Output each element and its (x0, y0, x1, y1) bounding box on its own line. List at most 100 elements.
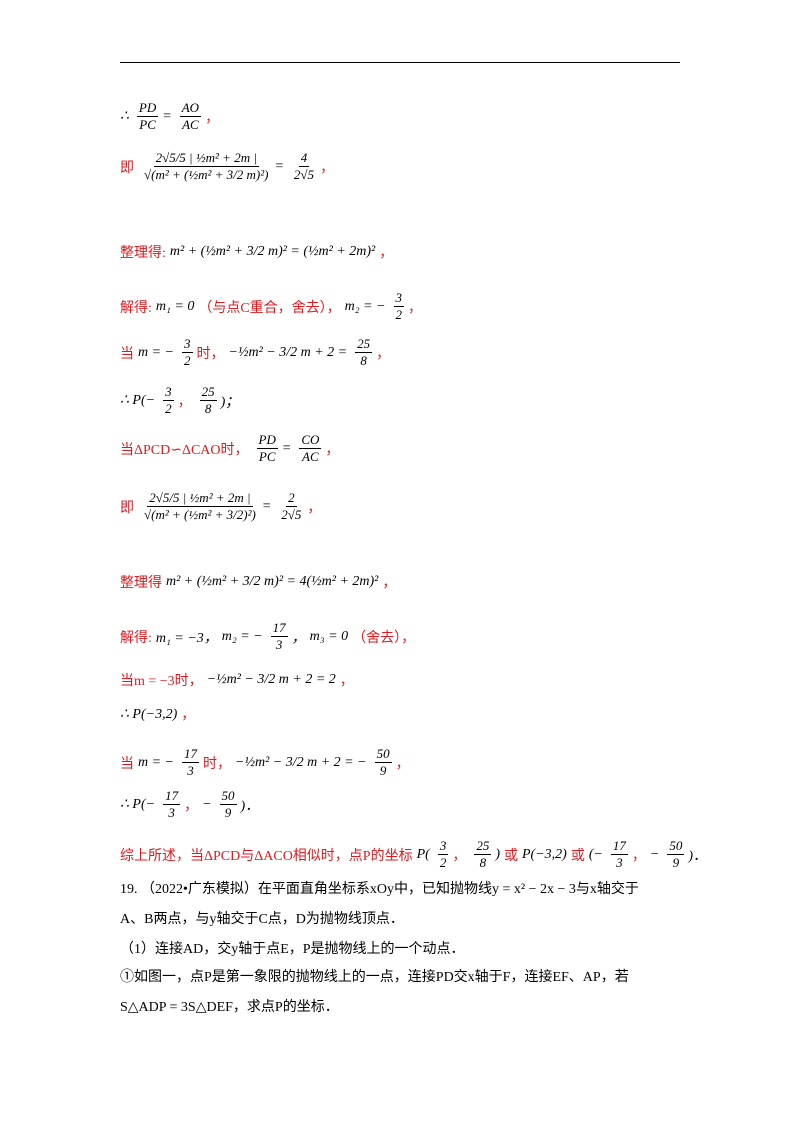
math-text: 19. （2022•广东模拟）在平面直角坐标系xOy中，已知抛物线y = x² … (120, 882, 639, 897)
annotation-text: ， (376, 346, 391, 362)
math-text: P( (416, 846, 430, 862)
numerator: 25 (199, 384, 217, 401)
fraction: 4 2√5 (292, 150, 316, 183)
denominator: 2 (184, 353, 191, 368)
math-text: ∴ (120, 109, 129, 124)
math-text: )． (688, 848, 708, 864)
math-text: m₁ = −3， (155, 630, 218, 646)
annotation-text: ， (205, 110, 220, 126)
numerator: 3 (163, 384, 174, 401)
denominator: √(m² + (½m² + 3/2)²) (144, 507, 256, 522)
denominator: 3 (168, 805, 175, 820)
annotation-text: 或 (570, 848, 585, 864)
math-text: S△ADP = 3S△DEF，求点P的坐标． (120, 1000, 339, 1015)
denominator: 8 (360, 353, 367, 368)
denominator: 8 (479, 855, 487, 870)
annotation-text: 解得: (120, 630, 152, 646)
numerator: 25 (474, 838, 492, 855)
denominator: √(m² + (½m² + 3/2 m)²) (144, 167, 269, 182)
fraction: 25 8 (474, 838, 492, 871)
annotation-text: ， (181, 708, 196, 723)
math-text: ， (291, 630, 306, 646)
text-line: 解得: m₁ = −3， m₂ = −17 3， m₃ = 0 （舍去）， (120, 620, 419, 653)
denominator: PC (139, 117, 156, 132)
annotation-text: （舍去）， (352, 630, 416, 646)
math-text: = (281, 440, 292, 456)
math-text: A、B两点，与y轴交于C点，D为抛物线顶点． (120, 912, 404, 927)
fraction: 2√5/5 | ½m² + 2m | √(m² + (½m² + 3/2 m)²) (142, 150, 270, 183)
math-text: m₂ = − (221, 628, 263, 644)
numerator: 2√5/5 | ½m² + 2m | (153, 150, 259, 167)
text-line: （1）连接AD，交y轴于点E，P是抛物线上的一个动点． (120, 938, 469, 958)
annotation-text: 解得: (120, 300, 152, 316)
annotation-text: 当 (120, 346, 134, 362)
text-line: 即 2√5/5 | ½m² + 2m | √(m² + (½m² + 3/2 m)²… (120, 150, 338, 183)
math-text: ∴ P(−3,2) (120, 706, 178, 722)
annotation-text: 整理得 (120, 576, 162, 591)
math-text: P(−3,2) (521, 846, 567, 862)
denominator: AC (302, 449, 319, 464)
denominator: PC (258, 449, 276, 464)
denominator: 3 (275, 637, 283, 652)
denominator: 2 (395, 307, 403, 322)
denominator: 2 (165, 401, 172, 416)
math-text: )； (220, 394, 240, 410)
denominator: 9 (224, 805, 232, 820)
text-line: 当ΔPCD∽ΔCAO时， PD PC = CO AC， (120, 432, 343, 465)
numerator: 3 (182, 336, 193, 353)
annotation-text: ， (395, 756, 410, 772)
math-text: m₃ = 0 (309, 628, 349, 644)
denominator: 8 (204, 401, 212, 416)
math-text: ) (495, 846, 500, 862)
annotation-text: 整理得: (120, 246, 166, 261)
annotation-text: ， (339, 674, 354, 689)
math-text: m₂ = − (344, 298, 386, 314)
fraction: PD PC (256, 432, 278, 465)
math-text: −½m² − 3/2 m + 2 = (228, 344, 348, 360)
annotation-text: 即 (120, 500, 134, 516)
numerator: AO (179, 100, 202, 117)
numerator: 2 (286, 490, 297, 507)
text-line: A、B两点，与y轴交于C点，D为抛物线顶点． (120, 908, 408, 928)
fraction: 2 2√5 (279, 490, 303, 523)
text-line: ∴ P(− 3 2， 25 8)； (120, 384, 243, 417)
annotation-text: ， (177, 394, 192, 410)
fraction: AO AC (179, 100, 202, 133)
numerator: 50 (374, 746, 392, 763)
annotation-text: ， (452, 848, 467, 864)
annotation-text: 当m = −3时， (120, 674, 203, 689)
fraction: 17 3 (610, 838, 628, 871)
math-text: m₁ = 0 (155, 298, 195, 314)
math-text: )． (240, 798, 260, 814)
math-text: = (274, 158, 284, 174)
denominator: 9 (672, 855, 680, 870)
text-line: ∴ P(−3,2)， (120, 704, 199, 724)
numerator: 3 (393, 290, 405, 307)
denominator: 9 (379, 763, 387, 778)
text-line: 解得: m₁ = 0 （与点C重合，舍去）， m₂ = −3 2， (120, 290, 426, 323)
denominator: 2√5 (293, 167, 315, 182)
annotation-text: ， (408, 300, 423, 316)
text-line: 19. （2022•广东模拟）在平面直角坐标系xOy中，已知抛物线y = x² … (120, 878, 643, 898)
text-line: ∴ P(− 17 3， −50 9)． (120, 788, 263, 821)
math-text: m = − (138, 344, 175, 360)
denominator: 2√5 (281, 507, 302, 522)
numerator: PD (256, 432, 278, 449)
math-text: ∴ P(− (120, 797, 156, 812)
denominator: 2 (439, 855, 447, 870)
numerator: 50 (667, 838, 685, 855)
denominator: 3 (187, 763, 194, 778)
header-rule (120, 62, 680, 63)
fraction: 17 3 (163, 788, 181, 821)
numerator: CO (299, 432, 322, 449)
numerator: 17 (182, 746, 200, 763)
math-text: − (202, 796, 212, 812)
numerator: 17 (163, 788, 181, 805)
